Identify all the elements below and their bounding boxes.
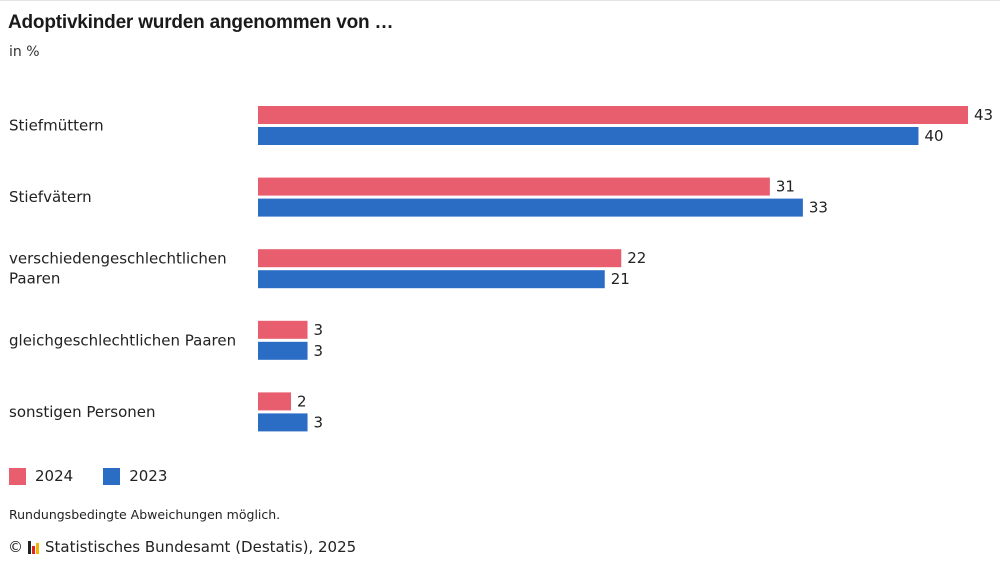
value-label-2024-sonstigen-personen: 2	[297, 392, 307, 410]
top-divider	[0, 0, 1000, 1]
bar-2024-stiefmüttern[interactable]	[258, 106, 968, 124]
bar-2023-sonstigen-personen[interactable]	[258, 413, 308, 432]
legend-label-2024: 2024	[35, 467, 74, 485]
legend-item-2023[interactable]: 2023	[103, 467, 167, 485]
category-label-sonstigen-personen: sonstigen Personen	[9, 403, 156, 421]
value-label-2024-stiefvätern: 31	[776, 178, 795, 196]
bar-2023-stiefmüttern[interactable]	[258, 127, 919, 145]
bar-2024-sonstigen-personen[interactable]	[258, 392, 292, 411]
legend-item-2024[interactable]: 2024	[9, 467, 73, 485]
value-label-2023-gleichgeschlechtlichen-paaren: 3	[314, 342, 324, 360]
legend-swatch-2023	[103, 467, 121, 485]
value-label-2024-gleichgeschlechtlichen-paaren: 3	[314, 321, 324, 339]
legend: 2024 2023	[9, 467, 197, 485]
bar-2023-stiefvätern[interactable]	[258, 198, 803, 217]
bar-chart: Stiefmüttern4340Stiefvätern3133verschied…	[9, 106, 993, 432]
legend-swatch-2024	[9, 467, 26, 485]
category-label-verschiedengeschlechtlichen-paaren: verschiedengeschlechtlichen Paaren	[9, 250, 227, 288]
value-label-2023-stiefmüttern: 40	[924, 127, 943, 145]
chart-title: Adoptivkinder wurden angenommen von …	[8, 12, 394, 33]
value-label-2024-stiefmüttern: 43	[974, 106, 993, 124]
category-label-gleichgeschlechtlichen-paaren: gleichgeschlechtlichen Paaren	[9, 331, 236, 349]
source-text: Statistisches Bundesamt (Destatis), 2025	[45, 538, 357, 556]
footnote: Rundungsbedingte Abweichungen möglich.	[9, 507, 281, 522]
category-label-stiefmüttern: Stiefmüttern	[9, 117, 104, 135]
value-label-2023-verschiedengeschlechtlichen-paaren: 21	[611, 270, 630, 288]
value-label-2024-verschiedengeschlechtlichen-paaren: 22	[627, 249, 646, 267]
value-label-2023-sonstigen-personen: 3	[314, 413, 324, 431]
value-label-2023-stiefvätern: 33	[809, 199, 828, 217]
category-label-stiefvätern: Stiefvätern	[9, 188, 92, 206]
bar-2023-gleichgeschlechtlichen-paaren[interactable]	[258, 341, 308, 360]
destatis-logo-icon	[28, 540, 39, 554]
legend-label-2023: 2023	[129, 467, 168, 485]
chart-subtitle: in %	[9, 44, 40, 60]
bar-2024-stiefvätern[interactable]	[258, 177, 770, 196]
bar-2023-verschiedengeschlechtlichen-paaren[interactable]	[258, 270, 605, 289]
bar-2024-gleichgeschlechtlichen-paaren[interactable]	[258, 320, 308, 339]
source-line: © Statistisches Bundesamt (Destatis), 20…	[8, 538, 356, 556]
bar-2024-verschiedengeschlechtlichen-paaren[interactable]	[258, 249, 622, 268]
copyright-icon: ©	[8, 538, 23, 556]
